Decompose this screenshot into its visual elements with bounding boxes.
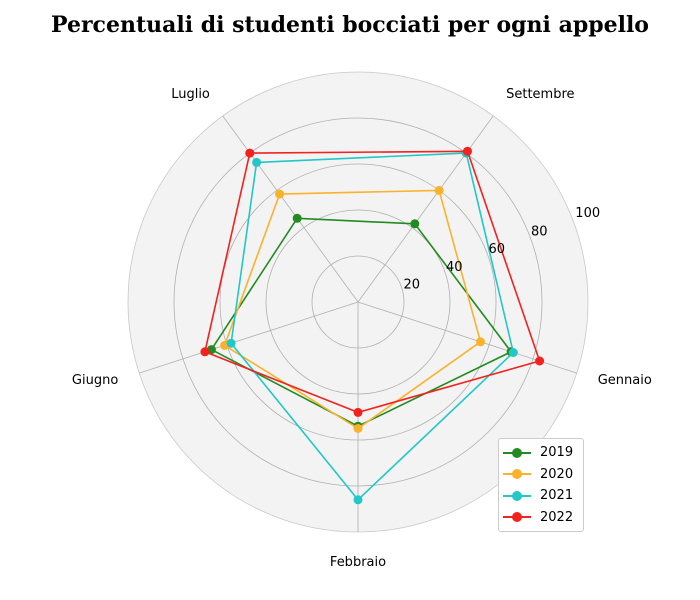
series-line-2020	[223, 189, 482, 430]
point-2019-luglio	[292, 213, 302, 223]
point-2021-febbraio	[353, 495, 363, 505]
point-2020-gennaio	[476, 337, 485, 347]
legend-swatch-2022	[503, 511, 531, 523]
series-2022	[200, 146, 545, 417]
tick-label-80: 80	[531, 225, 548, 240]
legend-swatch-2021	[503, 490, 531, 502]
radial-tick-labels: 20 40 60 80 100	[404, 206, 601, 292]
tick-label-20: 20	[404, 277, 421, 292]
series-line-2019	[210, 217, 512, 428]
category-labels: Gennaio Settembre Luglio Giugno Febbraio	[72, 87, 652, 570]
category-label-settembre: Settembre	[506, 87, 574, 102]
category-label-gennaio: Gennaio	[598, 373, 652, 388]
spoke-luglio	[222, 115, 359, 303]
tick-label-60: 60	[489, 242, 506, 257]
tick-label-40: 40	[446, 260, 463, 275]
point-2019-settembre	[410, 219, 420, 229]
legend-item-2020: 2020	[499, 464, 583, 486]
chart-title: Percentuali di studenti bocciati per ogn…	[51, 12, 649, 38]
category-label-febbraio: Febbraio	[330, 555, 386, 570]
legend-label-2022: 2022	[540, 509, 574, 525]
point-2022-febbraio	[353, 407, 363, 417]
point-2022-settembre	[463, 146, 472, 156]
legend-item-2019: 2019	[499, 442, 583, 464]
point-2020-luglio	[275, 189, 285, 199]
legend-item-2022: 2022	[499, 507, 583, 529]
point-2022-gennaio	[535, 356, 545, 366]
series-line-2022	[204, 150, 541, 414]
category-label-giugno: Giugno	[72, 373, 118, 388]
legend-item-2021: 2021	[499, 485, 583, 507]
spoke-giugno	[139, 301, 359, 374]
tick-label-100: 100	[575, 206, 600, 221]
point-2022-luglio	[245, 148, 255, 158]
spoke-settembre	[357, 115, 494, 303]
legend: 2019 2020 2021 2022	[498, 438, 584, 532]
series-line-2021	[230, 152, 515, 501]
point-2020-febbraio	[353, 424, 363, 433]
point-2021-giugno	[226, 338, 236, 348]
point-2021-luglio	[252, 157, 262, 167]
legend-label-2019: 2019	[540, 445, 574, 461]
category-label-luglio: Luglio	[171, 87, 210, 102]
legend-swatch-2019	[503, 447, 531, 459]
legend-label-2021: 2021	[540, 488, 574, 504]
series-layer	[200, 146, 545, 505]
point-2022-giugno	[200, 347, 210, 357]
point-2020-settembre	[434, 185, 444, 195]
legend-label-2020: 2020	[540, 466, 574, 482]
legend-swatch-2020	[503, 468, 531, 480]
point-2021-gennaio	[508, 348, 518, 357]
